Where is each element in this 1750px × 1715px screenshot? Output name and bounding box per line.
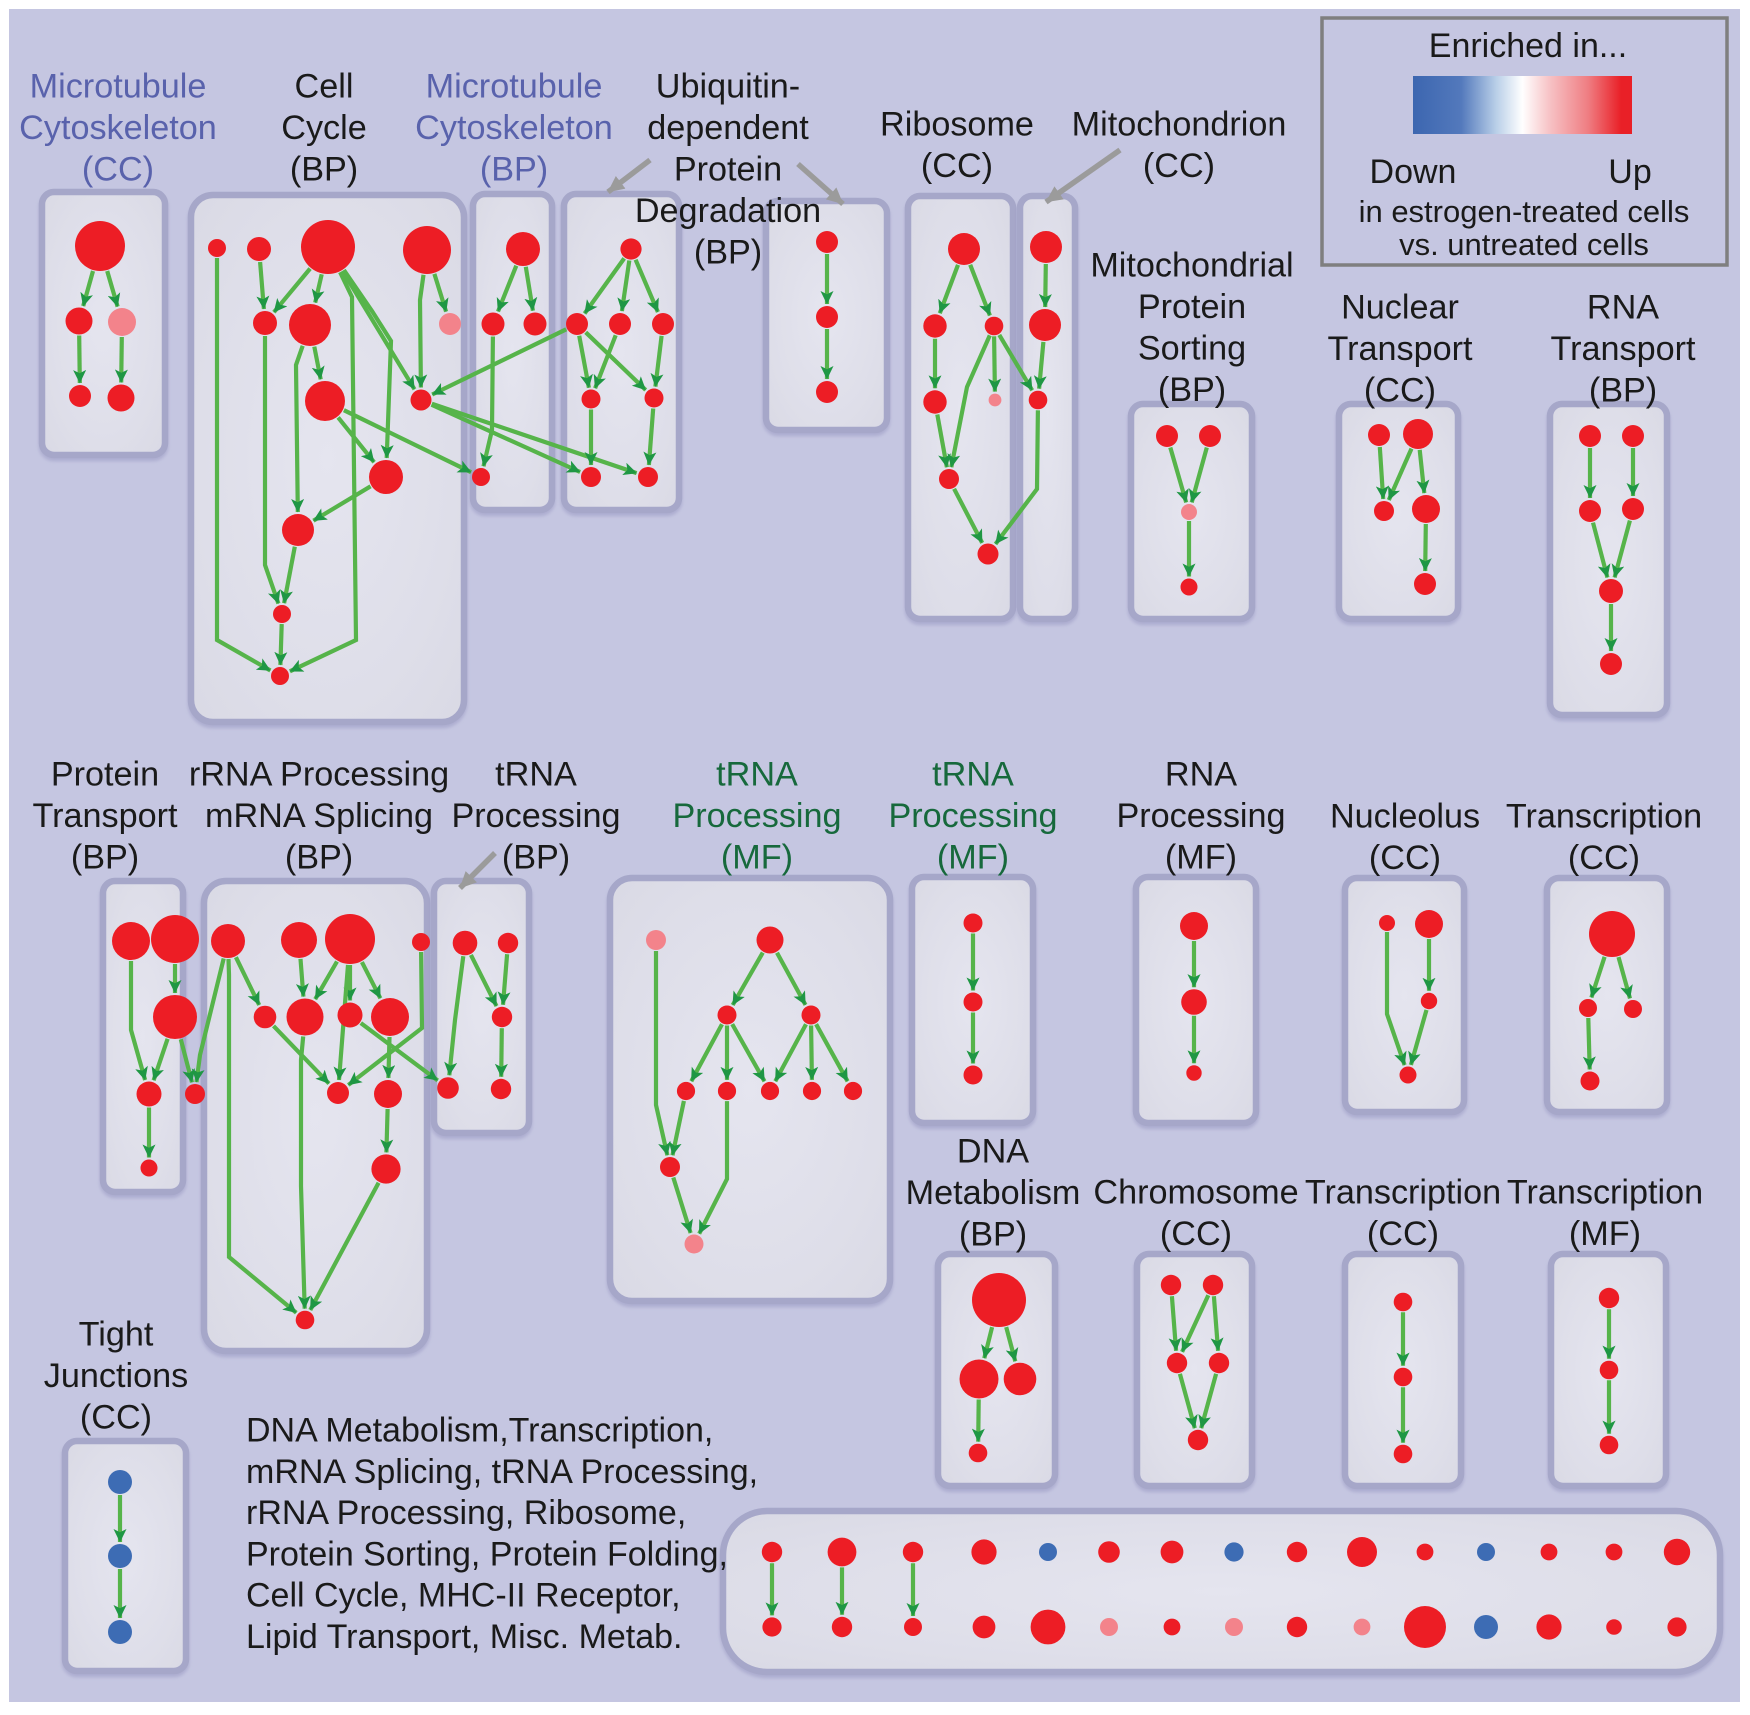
svg-text:Transport: Transport (1327, 330, 1473, 368)
svg-text:Mitochondrion: Mitochondrion (1072, 106, 1287, 144)
svg-text:Sorting: Sorting (1138, 330, 1246, 368)
svg-text:(MF): (MF) (1569, 1215, 1641, 1253)
svg-text:Processing: Processing (451, 797, 620, 835)
svg-text:tRNA: tRNA (495, 756, 577, 794)
svg-text:(BP): (BP) (1589, 372, 1657, 410)
svg-text:(BP): (BP) (502, 839, 570, 877)
svg-text:Transcription: Transcription (1507, 1174, 1703, 1212)
svg-text:Metabolism: Metabolism (906, 1174, 1081, 1212)
svg-text:RNA: RNA (1165, 756, 1237, 794)
svg-text:(CC): (CC) (1160, 1215, 1232, 1253)
svg-text:Enriched in...: Enriched in... (1429, 27, 1627, 65)
svg-text:(BP): (BP) (959, 1216, 1027, 1254)
svg-text:Microtubule: Microtubule (30, 68, 207, 106)
svg-text:Transport: Transport (1550, 330, 1696, 368)
svg-text:in estrogen-treated cells: in estrogen-treated cells (1359, 194, 1690, 229)
svg-text:Protein: Protein (1138, 288, 1246, 326)
svg-text:DNA Metabolism,Transcription,: DNA Metabolism,Transcription, (246, 1412, 713, 1450)
svg-text:Transcription: Transcription (1305, 1174, 1501, 1212)
svg-text:Nucleolus: Nucleolus (1330, 798, 1480, 836)
svg-text:(MF): (MF) (937, 839, 1009, 877)
svg-text:(BP): (BP) (71, 839, 139, 877)
svg-text:(BP): (BP) (1158, 371, 1226, 409)
svg-text:Protein: Protein (674, 151, 782, 189)
svg-text:mRNA Splicing: mRNA Splicing (205, 797, 433, 835)
svg-text:RNA: RNA (1587, 289, 1659, 327)
svg-text:Cytoskeleton: Cytoskeleton (19, 109, 217, 147)
svg-text:Processing: Processing (888, 797, 1057, 835)
svg-text:Mitochondrial: Mitochondrial (1090, 247, 1293, 285)
svg-text:Ribosome: Ribosome (880, 106, 1034, 144)
svg-text:dependent: dependent (647, 109, 809, 147)
svg-text:Processing: Processing (1116, 797, 1285, 835)
svg-text:(CC): (CC) (80, 1399, 152, 1437)
svg-text:Cell: Cell (295, 68, 354, 106)
svg-text:Lipid Transport, Misc. Metab.: Lipid Transport, Misc. Metab. (246, 1618, 683, 1656)
svg-text:(CC): (CC) (921, 147, 993, 185)
svg-text:(CC): (CC) (1143, 147, 1215, 185)
svg-text:rRNA Processing, Ribosome,: rRNA Processing, Ribosome, (246, 1494, 686, 1532)
svg-text:(BP): (BP) (290, 151, 358, 189)
svg-text:Microtubule: Microtubule (426, 68, 603, 106)
svg-text:(CC): (CC) (1367, 1215, 1439, 1253)
svg-text:Up: Up (1608, 153, 1651, 191)
svg-text:Cytoskeleton: Cytoskeleton (415, 109, 613, 147)
svg-text:rRNA Processing: rRNA Processing (189, 756, 449, 794)
svg-text:(MF): (MF) (1165, 839, 1237, 877)
svg-text:vs. untreated cells: vs. untreated cells (1399, 227, 1649, 262)
svg-text:Transcription: Transcription (1506, 798, 1702, 836)
svg-text:Transport: Transport (32, 797, 178, 835)
svg-text:(BP): (BP) (480, 151, 548, 189)
svg-text:Protein Sorting, Protein Foldi: Protein Sorting, Protein Folding, (246, 1535, 728, 1573)
svg-text:Processing: Processing (672, 797, 841, 835)
svg-text:(MF): (MF) (721, 839, 793, 877)
svg-text:tRNA: tRNA (932, 756, 1014, 794)
svg-text:mRNA Splicing, tRNA Processing: mRNA Splicing, tRNA Processing, (246, 1453, 758, 1491)
svg-text:Chromosome: Chromosome (1093, 1174, 1298, 1212)
svg-text:(CC): (CC) (82, 151, 154, 189)
svg-text:Cycle: Cycle (281, 109, 367, 147)
svg-text:(BP): (BP) (285, 839, 353, 877)
svg-text:Degradation: Degradation (635, 192, 821, 230)
svg-text:Nuclear: Nuclear (1341, 289, 1459, 327)
svg-text:Down: Down (1370, 153, 1457, 191)
svg-text:Tight: Tight (79, 1316, 154, 1354)
svg-text:(CC): (CC) (1369, 839, 1441, 877)
svg-text:DNA: DNA (957, 1133, 1029, 1171)
svg-text:Junctions: Junctions (44, 1357, 188, 1395)
svg-text:Cell Cycle, MHC-II Receptor,: Cell Cycle, MHC-II Receptor, (246, 1577, 681, 1615)
svg-text:Protein: Protein (51, 756, 159, 794)
svg-text:(BP): (BP) (694, 234, 762, 272)
svg-text:tRNA: tRNA (716, 756, 798, 794)
svg-text:(CC): (CC) (1568, 839, 1640, 877)
svg-text:(CC): (CC) (1364, 372, 1436, 410)
svg-text:Ubiquitin-: Ubiquitin- (656, 68, 800, 106)
